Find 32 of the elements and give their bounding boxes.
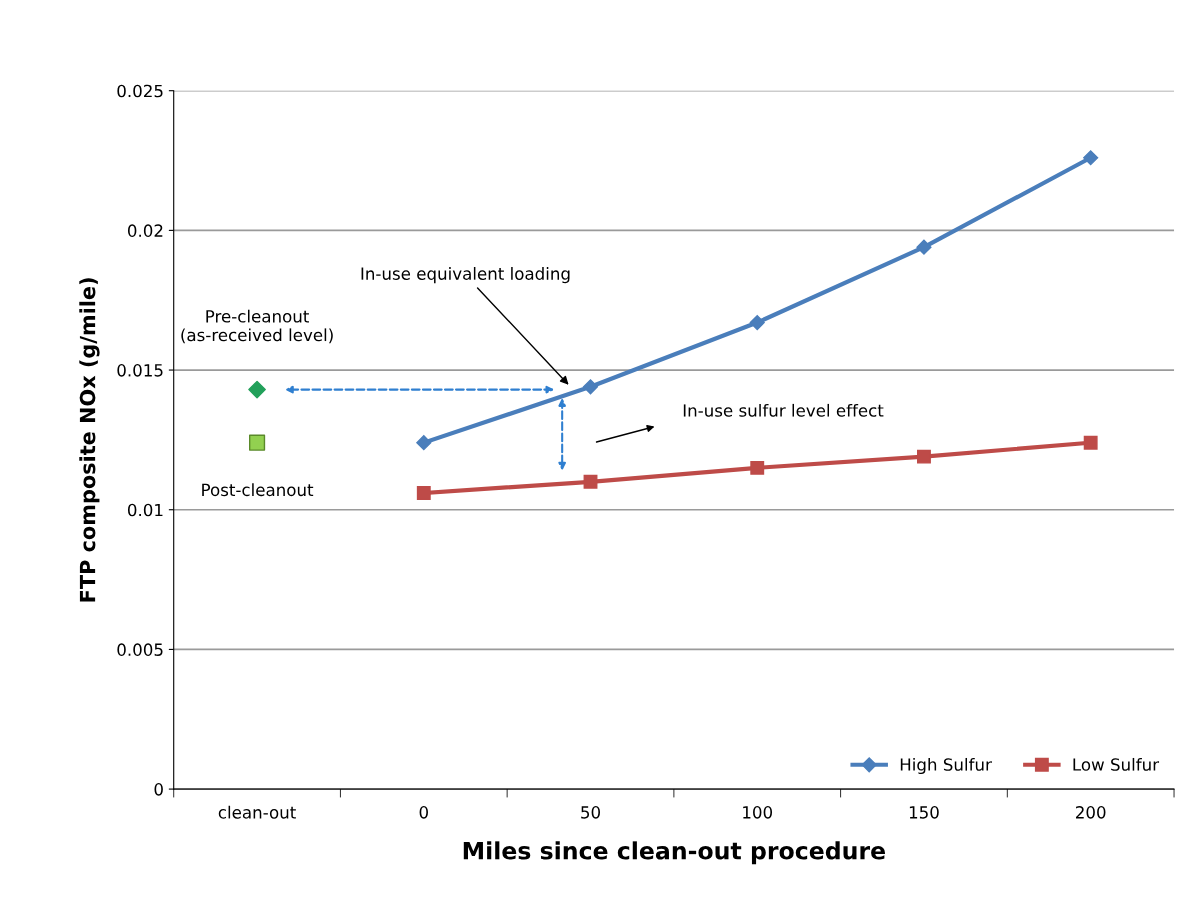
point [1083,435,1098,450]
point [416,486,431,500]
legend-label: Low Sulfur [1073,757,1160,771]
point [916,239,932,255]
y-tick-label: 0.015 [117,364,163,377]
point [248,434,266,451]
annotation: Pre-cleanout (as-received level) [181,309,333,344]
point [1083,150,1099,166]
point [750,460,765,475]
x-tick-label: 0 [419,806,428,819]
y-tick-label: 0.005 [117,643,163,656]
y-tick-label: 0.025 [117,84,163,98]
point [248,380,266,399]
y-tick-label: 0.01 [127,503,163,517]
point [582,379,599,395]
x-tick-label: 200 [1075,806,1106,819]
annotation: In-use equivalent loading [361,267,570,284]
legend-label: High Sulfur [900,757,992,775]
y-tick-label: 0.02 [127,224,163,237]
annotation: Post-cleanout [202,483,314,497]
point [583,474,598,489]
point [416,435,432,451]
x-tick-label: clean-out [218,805,296,819]
x-axis-title: Miles since clean-out procedure [463,841,885,865]
point [917,449,931,464]
x-tick-label: 100 [743,806,773,819]
x-tick-label: 150 [909,806,939,819]
annotation: In-use sulfur level effect [683,403,884,417]
x-tick-label: 50 [581,806,601,819]
y-axis-title: FTP composite NOx (g/mile) [79,278,100,602]
point [749,314,765,331]
y-tick-label: 0 [154,783,163,796]
